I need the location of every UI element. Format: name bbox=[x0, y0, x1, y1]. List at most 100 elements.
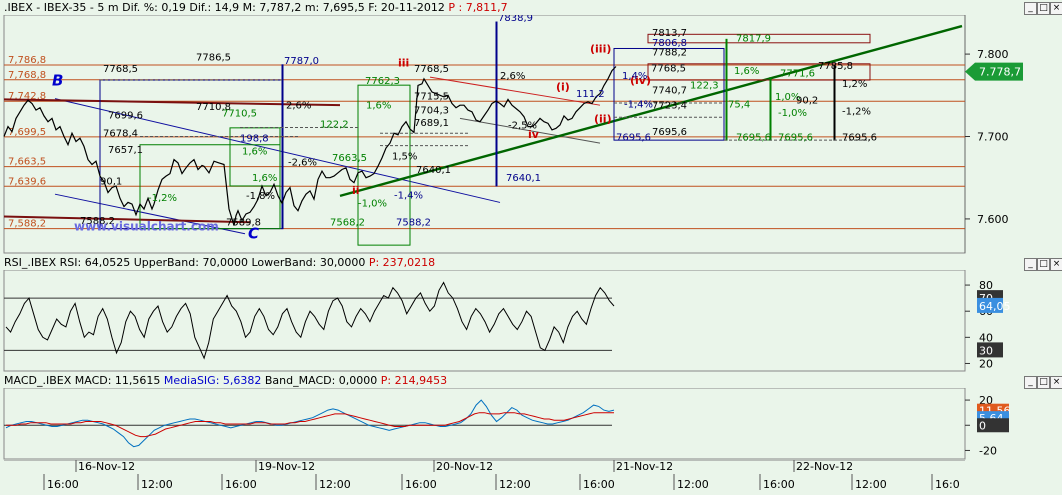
rsi-p: P: 237,0218 bbox=[368, 256, 436, 269]
channel-line-upper bbox=[54, 98, 501, 203]
annotation-label: 7806,8 bbox=[652, 38, 687, 49]
restore-icon[interactable]: □ bbox=[1037, 2, 1050, 15]
annotation-label: 2,6% bbox=[286, 100, 311, 111]
date-tick-label: 20-Nov-12 bbox=[436, 460, 493, 473]
annotation-label: 7786,5 bbox=[196, 53, 231, 64]
rsi-badge bbox=[977, 342, 1003, 358]
rsi-series-line bbox=[5, 281, 615, 360]
annotation-label: 1,6% bbox=[734, 66, 759, 77]
macd-tick-label: -20 bbox=[979, 444, 997, 457]
date-tick-label: 16-Nov-12 bbox=[78, 460, 135, 473]
rsi-panel-header: RSI_.IBEX RSI: 64,0525 UpperBand: 70,000… bbox=[0, 255, 435, 270]
min-label: m: 7,695,5 bbox=[304, 1, 365, 14]
annotation-label: -1,0% bbox=[358, 199, 387, 210]
annotation-label: 7663,5 bbox=[332, 153, 367, 164]
projection-box bbox=[647, 33, 871, 44]
current-price-label: 7.778,7 bbox=[979, 66, 1021, 79]
macd-close-icon[interactable]: × bbox=[1050, 376, 1062, 389]
annotation-label: 1,5% bbox=[392, 152, 417, 163]
minimize-icon[interactable]: _ bbox=[1024, 2, 1037, 15]
rsi-restore-icon[interactable]: □ bbox=[1037, 258, 1050, 271]
rsi-lower: LowerBand: 30,0000 bbox=[251, 256, 366, 269]
max-label: M: 7,787,2 bbox=[242, 1, 302, 14]
projection-box bbox=[725, 38, 728, 141]
annotation-label: -1,2% bbox=[842, 106, 871, 117]
annotation-label: -2,6% bbox=[288, 157, 317, 168]
annotation-label: 1,6% bbox=[366, 100, 391, 111]
annotation-label: 90,2 bbox=[796, 96, 818, 107]
fib-level-label: 7,588,2 bbox=[8, 219, 46, 230]
macd-minimize-icon[interactable]: _ bbox=[1024, 376, 1037, 389]
rsi-tick-label: 40 bbox=[979, 331, 993, 344]
annotation-label: 7787,0 bbox=[284, 56, 319, 67]
wave-label: (ii) bbox=[594, 112, 612, 125]
annotation-label: 7695,6 bbox=[736, 133, 771, 144]
macd-signal: MediaSIG: 5,6382 bbox=[163, 374, 262, 387]
macd-band: Band_MACD: 0,0000 bbox=[264, 374, 378, 387]
time-tick-label: 16:00 bbox=[763, 478, 795, 491]
annotation-label: 7813,7 bbox=[652, 28, 687, 39]
time-axis: 16-Nov-12 19-Nov-12 20-Nov-12 21-Nov-12 22-N… bbox=[0, 460, 1062, 495]
annotation-label: -1,4% bbox=[394, 190, 423, 201]
annotation-label: 7771,6 bbox=[780, 68, 815, 79]
support-line bbox=[3, 215, 251, 224]
projection-box bbox=[357, 84, 411, 246]
annotation-label: 7785,8 bbox=[818, 61, 853, 72]
annotation-label: 7695,6 bbox=[616, 133, 651, 144]
annotation-label: 7768,5 bbox=[414, 64, 449, 75]
rsi-close-icon[interactable]: × bbox=[1050, 258, 1062, 271]
annotation-label: 7689,1 bbox=[414, 118, 449, 129]
annotation-label: 7788,2 bbox=[652, 48, 687, 59]
rsi-minimize-icon[interactable]: _ bbox=[1024, 258, 1037, 271]
current-price-badge bbox=[965, 62, 1023, 81]
rsi-badge bbox=[977, 297, 1003, 313]
projection-box bbox=[139, 144, 281, 230]
short-trend-line bbox=[429, 76, 601, 106]
annotation-label: 7723,4 bbox=[652, 100, 687, 111]
projection-box bbox=[647, 63, 871, 81]
fib-level-label: 7,663,5 bbox=[8, 157, 46, 168]
annotation-label: -1,8% bbox=[246, 191, 275, 202]
rsi-tick-label: 20 bbox=[979, 357, 993, 370]
annotation-label: 1,6% bbox=[252, 173, 277, 184]
dif-pct-label: Dif. %: 0,19 bbox=[122, 1, 186, 14]
time-tick-label: 12:00 bbox=[855, 478, 887, 491]
annotation-label: 111,2 bbox=[576, 89, 605, 100]
macd-chart[interactable]: -2002011,565,640 bbox=[0, 388, 1062, 460]
annotation-label: 7768,5 bbox=[103, 64, 138, 75]
macd-series-line bbox=[5, 399, 615, 448]
annotation-label: 122,3 bbox=[690, 81, 719, 92]
macd-badge-label: 0 bbox=[979, 419, 986, 432]
macd-badge bbox=[977, 418, 1009, 433]
macd-p: P: 214,9453 bbox=[380, 374, 448, 387]
rsi-badge-label: 30 bbox=[979, 344, 993, 357]
time-tick-label: 16:00 bbox=[405, 478, 437, 491]
wave-label: iv bbox=[528, 128, 540, 141]
macd-restore-icon[interactable]: □ bbox=[1037, 376, 1050, 389]
annotation-label: 7657,1 bbox=[108, 145, 143, 156]
fib-level-label: 7,786,8 bbox=[8, 55, 46, 66]
annotation-label: 7695,6 bbox=[652, 127, 687, 138]
close-icon[interactable]: × bbox=[1050, 2, 1062, 15]
annotation-label: 7588,2 bbox=[80, 216, 115, 227]
annotation-label: 7678,4 bbox=[103, 129, 138, 140]
annotation-label: 7640,1 bbox=[506, 173, 541, 184]
price-series-line bbox=[3, 66, 617, 226]
wave-label: B bbox=[52, 71, 63, 89]
time-tick-label: 12:00 bbox=[677, 478, 709, 491]
fib-level-label: 7,768,8 bbox=[8, 70, 46, 81]
rsi-upper: UpperBand: 70,0000 bbox=[133, 256, 248, 269]
annotation-label: 7817,9 bbox=[736, 34, 771, 45]
annotation-label: 7704,3 bbox=[414, 105, 449, 116]
projection-box bbox=[613, 47, 725, 141]
time-tick-label: 16:00 bbox=[47, 478, 79, 491]
macd-name: MACD_.IBEX MACD: 11,5615 bbox=[4, 374, 161, 387]
price-tick-label: 7.700 bbox=[977, 131, 1009, 144]
price-chart[interactable]: 7.600 7.700 7.800 7,786,8 7,768,8 7,742,8 7,69… bbox=[0, 15, 1062, 255]
rsi-tick-label: 80 bbox=[979, 279, 993, 292]
price-tick-label: 7.600 bbox=[977, 213, 1009, 226]
annotation-label: 7695,6 bbox=[778, 133, 813, 144]
time-tick-label: 16:00 bbox=[583, 478, 615, 491]
